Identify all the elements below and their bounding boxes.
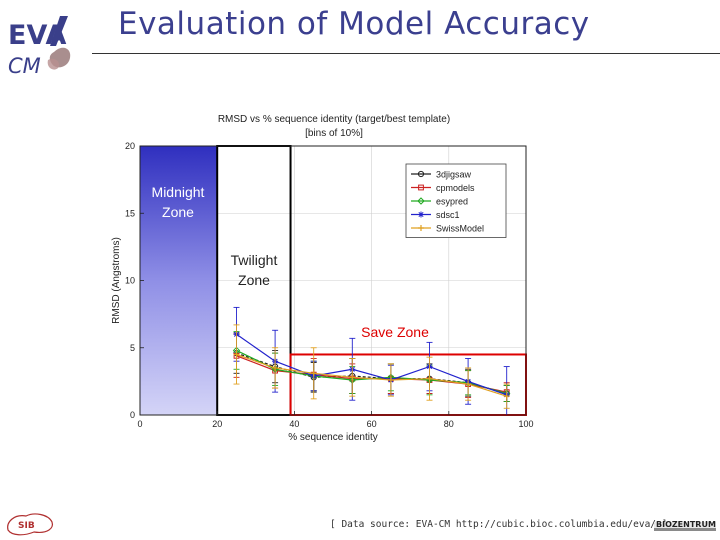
y-tick-label: 15 xyxy=(125,208,135,218)
data-point xyxy=(272,364,279,371)
data-point xyxy=(426,375,433,382)
data-point xyxy=(233,351,240,358)
chart-subtitle: [bins of 10%] xyxy=(305,128,363,139)
logo-text-bottom: CM xyxy=(8,54,41,78)
x-tick-label: 40 xyxy=(289,419,299,429)
eva-cm-logo: EVA CM xyxy=(8,16,71,78)
x-tick-label: 0 xyxy=(137,419,142,429)
legend-marker xyxy=(417,170,425,178)
legend-label: sdsc1 xyxy=(436,210,460,220)
legend-label: cpmodels xyxy=(436,183,475,193)
data-source-note: [ Data source: EVA-CM http://cubic.bioc.… xyxy=(330,519,668,530)
y-tick-label: 5 xyxy=(130,343,135,353)
midnight-zone-label-line2: Zone xyxy=(162,204,194,220)
sib-logo-text: SIB xyxy=(18,521,35,531)
data-point xyxy=(310,370,317,377)
midnight-zone-label-line1: Midnight xyxy=(152,184,205,200)
save-zone-label: Save Zone xyxy=(361,324,429,340)
legend-marker xyxy=(418,184,424,191)
x-tick-label: 20 xyxy=(212,419,222,429)
slide-title: Evaluation of Model Accuracy xyxy=(118,6,590,42)
x-tick-label: 60 xyxy=(367,419,377,429)
legend-marker xyxy=(418,211,424,218)
x-tick-label: 80 xyxy=(444,419,454,429)
series-line xyxy=(236,353,507,397)
legend-marker xyxy=(417,197,425,205)
sib-logo: SIB xyxy=(7,513,53,536)
y-axis-label: RMSD (Angstroms) xyxy=(111,237,122,324)
legend-label: 3djigsaw xyxy=(436,170,472,180)
y-tick-label: 0 xyxy=(130,410,135,420)
legend-marker xyxy=(418,225,424,231)
legend-label: esypred xyxy=(436,197,468,207)
data-point xyxy=(349,374,356,381)
biozentrum-logo: BIOZENTRUM xyxy=(654,520,716,531)
twilight-zone-label-line1: Twilight xyxy=(231,252,278,268)
x-axis-label: % sequence identity xyxy=(288,432,378,443)
title-rule xyxy=(92,53,720,54)
midnight-zone-region xyxy=(140,146,218,415)
biozentrum-logo-text: BIOZENTRUM xyxy=(656,520,716,529)
y-tick-label: 20 xyxy=(125,141,135,151)
twilight-zone-label-line2: Zone xyxy=(238,272,270,288)
data-point xyxy=(387,377,394,384)
series-line xyxy=(236,333,507,396)
series-swissmodel xyxy=(233,324,510,409)
x-tick-label: 100 xyxy=(518,419,533,429)
data-point xyxy=(465,381,472,388)
data-point xyxy=(503,393,510,400)
y-tick-label: 10 xyxy=(125,276,135,286)
legend-label: SwissModel xyxy=(436,224,484,234)
chart-title: RMSD vs % sequence identity (target/best… xyxy=(218,114,450,125)
